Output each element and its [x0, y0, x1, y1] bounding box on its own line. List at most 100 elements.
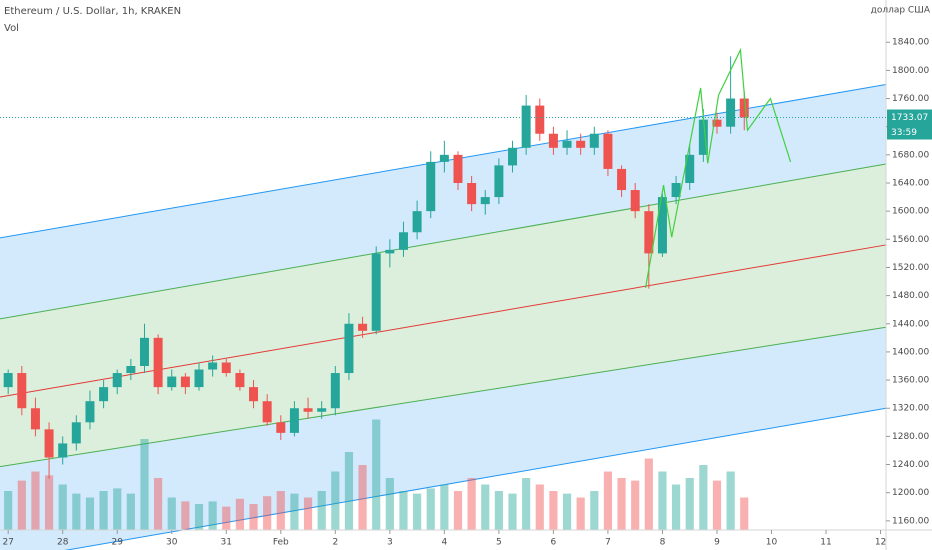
volume-bar [413, 493, 422, 530]
candle-body [99, 387, 109, 402]
volume-label: Vol [4, 23, 19, 34]
candle-body [112, 373, 122, 388]
y-tick-label: 1280.00 [892, 432, 929, 442]
volume-bar [154, 478, 163, 530]
countdown-label: 33:59 [891, 128, 917, 138]
volume-bar [494, 491, 503, 530]
candle-body [508, 147, 518, 166]
x-tick-label: 7 [605, 538, 611, 548]
candle-body [548, 133, 558, 148]
volume-bar [31, 471, 40, 530]
countdown-box [887, 125, 932, 140]
volume-bar [99, 491, 108, 530]
volume-bar [740, 497, 749, 530]
candle-body [289, 408, 299, 433]
volume-bar [72, 493, 81, 530]
candle-body [194, 369, 204, 388]
channel-band [0, 327, 886, 550]
candle-body [317, 408, 327, 412]
candle-body [262, 401, 272, 423]
volume-bar [699, 465, 708, 530]
volume-bar [481, 484, 490, 530]
volume-bar [331, 471, 340, 530]
candle-body [617, 168, 627, 191]
last-price-label: 1733.07 [891, 113, 928, 123]
candle-body [344, 323, 354, 374]
y-tick-label: 1600.00 [892, 207, 929, 217]
volume-bar [603, 471, 613, 530]
x-tick-label: 11 [820, 538, 831, 548]
x-tick-label: 9 [714, 538, 720, 548]
x-tick-label: 30 [166, 538, 178, 548]
x-tick-label: 6 [551, 538, 557, 548]
candle-body [180, 376, 190, 388]
x-tick-label: 12 [875, 538, 886, 548]
candle-body [726, 98, 736, 127]
x-tick-label: 3 [387, 538, 393, 548]
volume-bar [617, 478, 626, 530]
x-tick-label: 2 [332, 538, 338, 548]
volume-bar [535, 484, 544, 530]
volume-bar [726, 471, 735, 530]
y-tick-label: 1200.00 [892, 488, 929, 498]
y-tick-label: 1320.00 [892, 404, 929, 414]
projection-path [644, 47, 792, 288]
candle-body [439, 154, 449, 162]
plot-area [0, 47, 887, 550]
candle-body [139, 337, 149, 367]
y-tick-label: 1560.00 [892, 235, 929, 245]
candle-body [398, 232, 408, 250]
channel-band [0, 84, 886, 319]
y-tick-label: 1800.00 [892, 66, 929, 76]
x-tick-label: 31 [221, 538, 232, 548]
candle-body [153, 337, 163, 388]
x-tick-label: 5 [496, 538, 502, 548]
volume-bar [44, 475, 54, 530]
volume-bar [385, 478, 394, 530]
candle-body [371, 253, 381, 331]
candle-body [221, 362, 231, 374]
y-tick-label: 1840.00 [892, 38, 929, 48]
volume-bar [222, 506, 231, 530]
y-tick-label: 1760.00 [892, 94, 929, 104]
candle-body [208, 362, 218, 370]
y-tick-label: 1480.00 [892, 291, 929, 301]
volume-bar [576, 497, 585, 530]
candle-body [712, 119, 722, 127]
candle-body [562, 140, 572, 148]
volume-bar [249, 504, 258, 530]
candle-body [698, 119, 708, 155]
volume-bar [113, 488, 122, 530]
y-tick-label: 1640.00 [892, 179, 929, 189]
candle-body [358, 323, 368, 331]
volume-bar [181, 501, 190, 530]
y-tick-label: 1160.00 [892, 516, 929, 526]
candle-body [303, 408, 313, 412]
candle-body [276, 422, 286, 433]
volume-bar [140, 439, 149, 530]
volume-bar [317, 491, 326, 530]
currency-label: доллар США [871, 6, 931, 16]
volume-bar [208, 501, 217, 530]
candle-body [685, 154, 695, 184]
volume-bar [522, 478, 531, 530]
y-tick-label: 1360.00 [892, 376, 929, 386]
candle-body [657, 197, 667, 254]
volume-bar [671, 484, 681, 530]
candle-body [576, 140, 586, 148]
x-tick-label: 27 [2, 538, 13, 548]
candle-body [671, 183, 681, 198]
candle-body [603, 133, 613, 169]
y-tick-label: 1440.00 [892, 319, 929, 329]
volume-bar [372, 419, 381, 530]
candle-body [126, 366, 136, 374]
candle-body [630, 190, 640, 212]
volume-bar [85, 497, 95, 530]
x-tick-label: Feb [273, 538, 289, 548]
candle-body [589, 133, 599, 148]
volume-bar [453, 491, 463, 530]
candle-body [412, 211, 422, 233]
volume-bar [440, 484, 449, 530]
candle-body [17, 373, 27, 409]
